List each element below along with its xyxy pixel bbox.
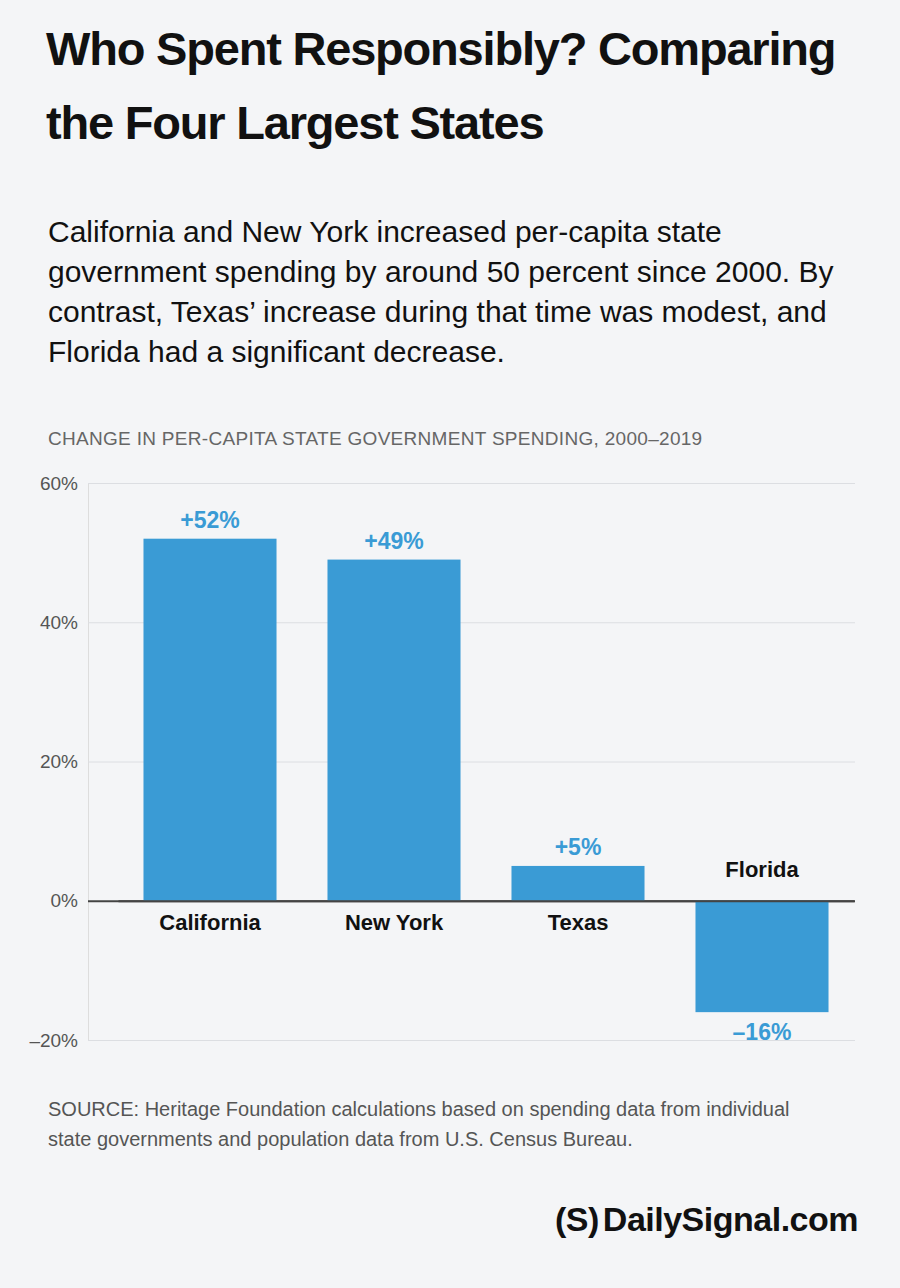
y-tick-label: 40% (40, 612, 78, 633)
data-label: +49% (364, 528, 423, 554)
y-tick-label: –20% (29, 1030, 78, 1051)
x-tick-label: California (159, 910, 261, 935)
y-tick: 60% (40, 473, 855, 494)
title: Who Spent Responsibly? Comparing the Fou… (46, 12, 896, 160)
credit: (S)DailySignal.com (555, 1200, 858, 1239)
bar (327, 560, 460, 901)
data-label: –16% (733, 1019, 792, 1045)
y-tick-label: 20% (40, 751, 78, 772)
credit-mark: (S) (555, 1200, 599, 1238)
x-tick: New York (345, 910, 444, 935)
bar (143, 539, 276, 901)
credit-text: DailySignal.com (603, 1200, 858, 1238)
grid-line (88, 483, 855, 484)
x-tick: Florida (725, 857, 799, 882)
y-tick-label: 0% (51, 890, 79, 911)
chart: CHANGE IN PER-CAPITA STATE GOVERNMENT SP… (0, 0, 900, 1288)
x-tick: Texas (548, 910, 609, 935)
x-tick: California (159, 910, 261, 935)
source: SOURCE: Heritage Foundation calculations… (48, 1094, 838, 1154)
y-axis-title: CHANGE IN PER-CAPITA STATE GOVERNMENT SP… (48, 428, 702, 449)
x-tick-label: New York (345, 910, 444, 935)
y-tick-label: 60% (40, 473, 78, 494)
bar (511, 866, 644, 901)
y-tick: –20% (29, 1030, 855, 1051)
bars (143, 539, 828, 1012)
data-label: +52% (180, 507, 239, 533)
subtitle: California and New York increased per-ca… (48, 212, 863, 372)
data-labels: +52% +49% +5% –16% (180, 507, 791, 1045)
grid-line (88, 900, 855, 902)
bar (695, 901, 828, 1012)
x-axis: California New York Texas Florida (119, 857, 855, 936)
x-tick-label: Texas (548, 910, 609, 935)
x-tick-label: Florida (725, 857, 799, 882)
data-label: +5% (555, 834, 602, 860)
zero-line (119, 900, 855, 902)
y-axis: –20% 0% 20% 40% 60% (29, 473, 855, 1051)
